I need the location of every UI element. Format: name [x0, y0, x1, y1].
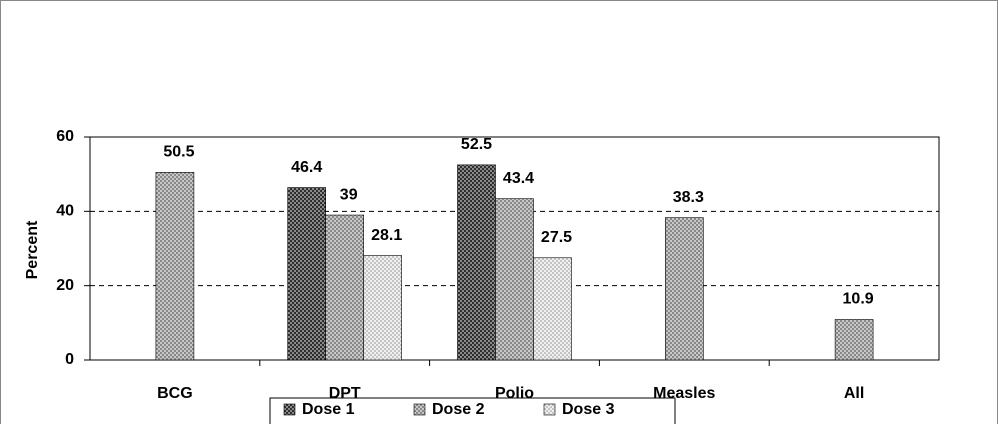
data-label: 52.5 [461, 136, 492, 153]
y-axis-label: Percent [24, 220, 41, 279]
bar [664, 217, 704, 361]
bar [457, 164, 496, 361]
bar [363, 255, 403, 361]
bar [834, 319, 874, 361]
bar [495, 198, 534, 361]
legend-swatch [543, 403, 556, 416]
legend-label: Dose 2 [432, 401, 485, 418]
x-tick-label: BCG [157, 385, 193, 402]
y-tick-label: 20 [56, 277, 74, 294]
legend-swatch [283, 403, 296, 416]
data-label: 38.3 [673, 189, 704, 206]
bar [155, 172, 195, 361]
y-tick-label: 40 [56, 203, 74, 220]
bar [325, 214, 365, 361]
x-tick-label: All [844, 385, 864, 402]
y-tick-label: 0 [65, 351, 74, 368]
data-label: 43.4 [503, 170, 534, 187]
bar [533, 257, 572, 361]
legend-label: Dose 3 [562, 401, 615, 418]
data-label: 27.5 [541, 229, 572, 246]
legend-label: Dose 1 [302, 401, 355, 418]
data-label: 39 [340, 186, 358, 203]
data-label: 50.5 [163, 144, 194, 161]
data-label: 46.4 [291, 159, 322, 176]
legend-swatch [413, 403, 426, 416]
y-tick-label: 60 [56, 128, 74, 145]
data-label: 28.1 [371, 227, 402, 244]
data-label: 10.9 [843, 291, 874, 308]
bar [287, 187, 327, 361]
